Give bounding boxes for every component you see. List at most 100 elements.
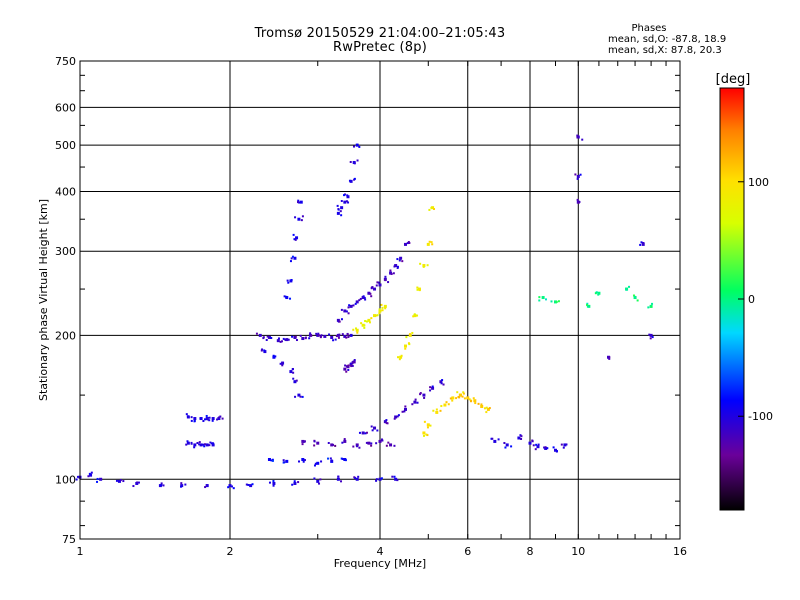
data-point: [384, 275, 387, 278]
data-point: [208, 444, 211, 447]
data-point: [198, 443, 201, 446]
data-point: [401, 410, 404, 413]
data-point: [607, 356, 610, 359]
data-point: [272, 481, 276, 485]
data-point: [340, 214, 343, 217]
data-point: [441, 379, 444, 382]
data-point: [186, 441, 190, 445]
data-point: [462, 392, 465, 395]
data-point: [204, 486, 207, 489]
data-point: [294, 216, 297, 219]
data-point: [204, 418, 207, 421]
data-point: [293, 238, 296, 241]
data-point: [483, 407, 486, 410]
x-axis-label: Frequency [MHz]: [334, 557, 426, 570]
data-point: [394, 477, 398, 481]
data-point: [449, 397, 452, 400]
data-point: [544, 446, 548, 450]
data-point: [385, 444, 388, 447]
data-point: [445, 401, 448, 404]
data-point: [209, 441, 212, 444]
data-point: [356, 143, 359, 146]
data-point: [389, 269, 392, 272]
data-point: [375, 478, 378, 481]
data-point: [396, 258, 399, 261]
data-point: [335, 335, 338, 338]
data-point: [283, 295, 286, 298]
data-point: [203, 443, 206, 446]
data-point: [466, 396, 470, 400]
data-point: [293, 380, 296, 383]
data-point: [210, 442, 213, 445]
data-point: [329, 457, 332, 460]
data-point: [287, 338, 290, 341]
data-point: [376, 281, 379, 284]
data-point: [315, 332, 318, 335]
grid-lines: [80, 61, 680, 539]
data-point: [594, 292, 597, 295]
data-point: [208, 419, 211, 422]
data-point: [289, 297, 292, 300]
data-point: [370, 295, 373, 298]
data-point: [336, 318, 340, 322]
data-point: [347, 312, 350, 315]
data-point: [651, 336, 654, 339]
data-point: [534, 448, 537, 451]
data-point: [211, 419, 214, 422]
data-point: [541, 296, 545, 300]
data-point: [431, 386, 435, 390]
data-point: [245, 483, 248, 486]
data-point: [440, 405, 443, 408]
data-point: [247, 483, 250, 486]
data-point: [290, 278, 293, 281]
data-point: [480, 403, 483, 406]
data-point: [279, 362, 282, 365]
data-point: [597, 293, 600, 296]
x-tick-label: 10: [571, 545, 585, 558]
data-point: [294, 238, 297, 241]
data-point: [310, 334, 313, 337]
data-point: [625, 287, 628, 290]
data-point: [451, 396, 455, 400]
data-point: [89, 473, 93, 477]
data-point: [337, 212, 340, 215]
data-point: [380, 303, 383, 306]
data-point: [401, 260, 404, 263]
data-point: [403, 344, 407, 348]
data-point: [290, 257, 293, 260]
data-point: [320, 334, 323, 337]
data-point: [362, 295, 365, 298]
data-point: [404, 347, 407, 350]
data-point: [488, 407, 491, 410]
data-point: [346, 195, 350, 199]
data-point: [407, 240, 410, 243]
data-point: [369, 292, 372, 295]
data-point: [355, 443, 359, 447]
data-point: [212, 442, 215, 445]
data-point: [396, 265, 399, 268]
data-point: [378, 308, 381, 311]
phases-legend: Phases mean, sd,O: -87.8, 18.9 mean, sd,…: [600, 23, 755, 56]
data-point: [389, 271, 393, 275]
data-point: [337, 208, 340, 211]
data-point: [431, 385, 434, 388]
data-point: [271, 458, 274, 461]
data-point: [386, 422, 389, 425]
data-point: [298, 201, 301, 204]
data-point: [100, 478, 103, 481]
data-point: [132, 485, 135, 488]
data-point: [258, 333, 262, 337]
data-point: [608, 357, 611, 360]
data-point: [376, 429, 379, 432]
data-point: [292, 371, 295, 374]
data-point: [160, 484, 163, 487]
data-point: [96, 480, 99, 483]
data-point: [332, 443, 335, 446]
data-point: [355, 328, 359, 332]
data-point: [390, 273, 393, 276]
data-point: [633, 295, 636, 298]
data-point: [216, 418, 219, 421]
data-point: [334, 444, 337, 447]
data-point: [367, 441, 371, 445]
data-point: [565, 443, 568, 446]
